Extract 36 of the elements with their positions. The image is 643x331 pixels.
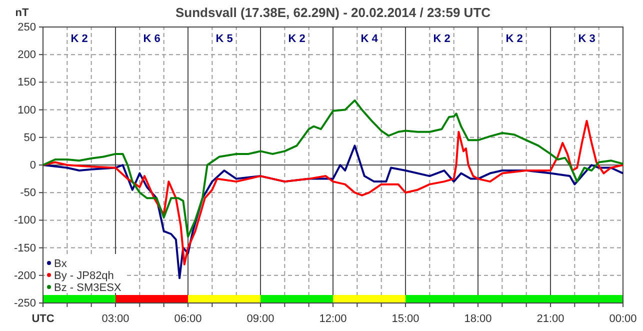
y-tick-label: 150 <box>18 76 36 89</box>
x-tick-label: 21:00 <box>536 313 564 326</box>
x-tick-label: 12:00 <box>319 313 347 326</box>
y-tick-label: 100 <box>18 104 36 116</box>
y-tick-label: -150 <box>14 242 36 254</box>
x-tick-label: 09:00 <box>246 313 274 326</box>
x-tick-label: 06:00 <box>174 313 202 326</box>
y-tick-label: 50 <box>24 132 36 144</box>
y-tick-label: -200 <box>14 270 36 282</box>
annotation: K 2 <box>70 33 88 45</box>
x-tick-label: 15:00 <box>392 313 420 326</box>
legend-label: By - JP82qh <box>54 270 114 282</box>
y-tick-label: 250 <box>18 22 36 34</box>
y-tick-label: 200 <box>18 49 36 62</box>
y-tick-label: -250 <box>14 298 36 310</box>
y-tick-label: -100 <box>14 214 36 227</box>
legend-label: Bx <box>54 258 68 270</box>
line-series <box>42 120 624 266</box>
annotation: K 6 <box>143 33 160 45</box>
line-series <box>42 99 624 238</box>
legend-label: Bz - SM3ESX <box>54 282 122 294</box>
annotation: K 4 <box>360 33 379 45</box>
x-tick-label: UTC <box>32 313 54 326</box>
x-tick-label: 18:00 <box>464 313 492 326</box>
y-tick-label: -50 <box>20 187 36 200</box>
x-tick-label: 00:00 <box>609 313 637 326</box>
y-axis-title: nT <box>15 7 29 19</box>
y-tick-label: 0 <box>30 160 36 172</box>
line-series <box>42 144 624 280</box>
chart-title: Sundsvall (17.38E, 62.29N) - 20.02.2014 / 23:59 UTC <box>175 5 492 20</box>
x-tick-label: 03:00 <box>102 313 130 326</box>
annotation: K 2 <box>433 33 450 45</box>
annotation: K 3 <box>578 33 596 45</box>
annotation: K 5 <box>216 33 233 45</box>
annotation: K 2 <box>506 33 523 45</box>
annotation: K 2 <box>288 33 306 45</box>
